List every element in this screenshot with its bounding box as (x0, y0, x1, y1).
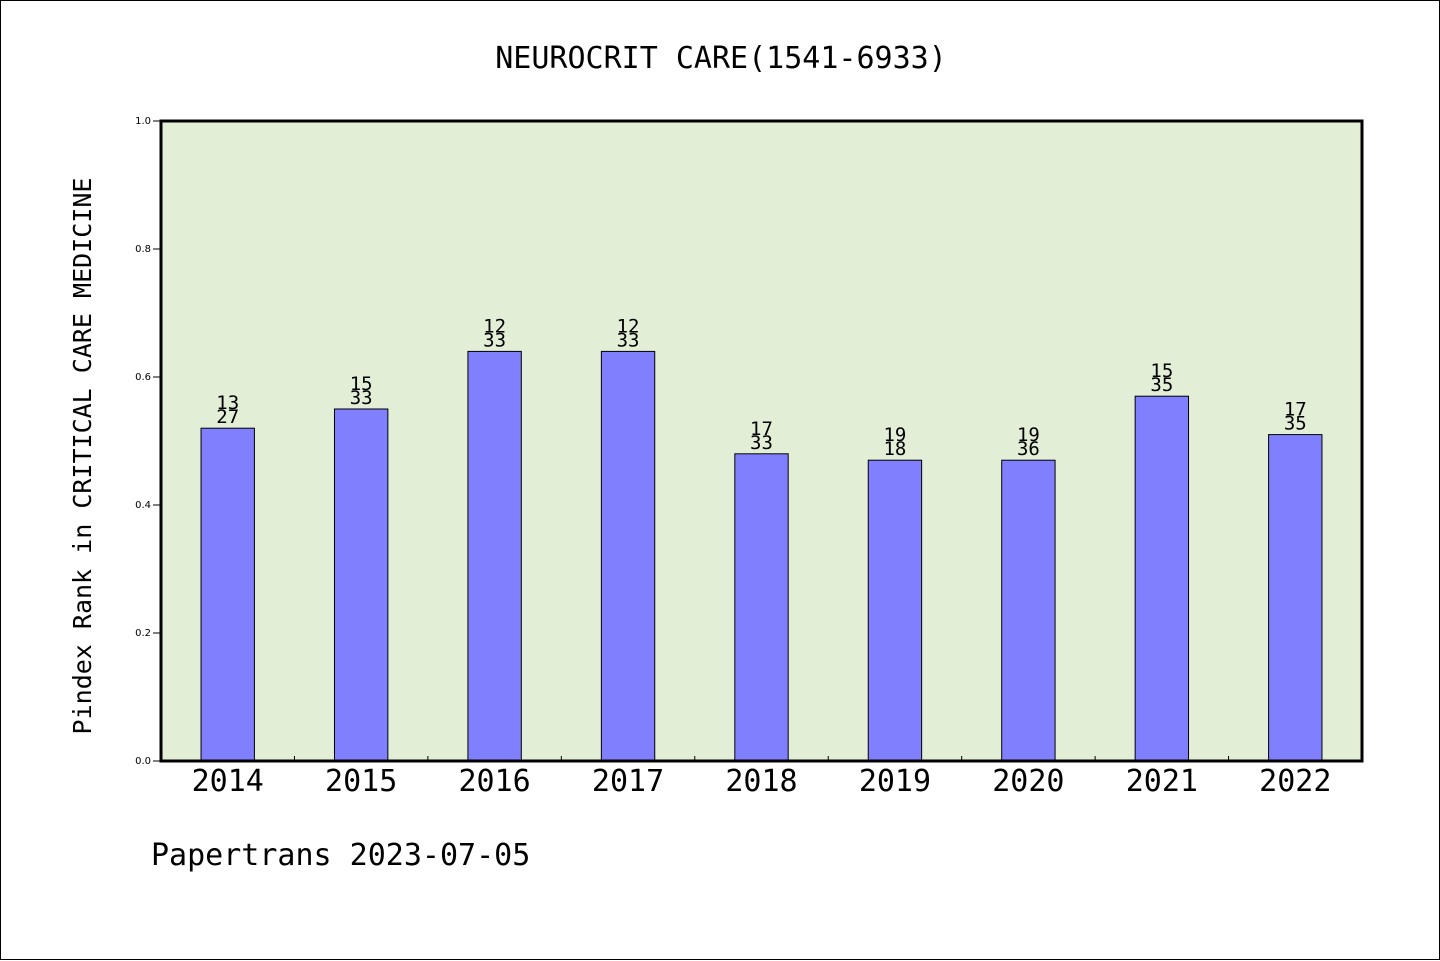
x-tick-label: 2016 (458, 764, 530, 799)
x-tick-label: 2017 (592, 764, 664, 799)
y-axis-label: Pindex Rank in CRITICAL CARE MEDICINE (68, 178, 97, 735)
bar (867, 459, 923, 762)
plot-border (159, 119, 1364, 763)
bar (734, 453, 789, 762)
x-tick-label: 2015 (325, 764, 397, 799)
bar (1268, 434, 1323, 762)
y-axis-ticks: 0.0 0.2 0.4 0.6 0.8 1.0 (135, 116, 161, 767)
x-tick-label: 2018 (725, 764, 797, 799)
bar-label-bottom: 35 (1150, 374, 1173, 396)
bar-label-top: 15 (1150, 360, 1173, 382)
y-tick-label: 0.0 (135, 756, 151, 767)
y-tick-label: 0.6 (135, 372, 151, 383)
bar-label-top: 12 (483, 315, 506, 337)
y-tick-label: 0.4 (135, 500, 151, 511)
y-tick-label: 1.0 (135, 116, 151, 127)
x-tick-label: 2020 (992, 764, 1064, 799)
x-tick-label: 2019 (859, 764, 931, 799)
bar-label-bottom: 33 (750, 432, 773, 454)
x-tick-label: 2014 (192, 764, 264, 799)
bar (1001, 459, 1056, 762)
bar-label-top: 19 (883, 424, 906, 446)
bar-label-bottom: 33 (350, 387, 373, 409)
bar-label-bottom: 33 (483, 329, 506, 351)
chart-title: NEUROCRIT CARE(1541-6933) (495, 41, 947, 76)
bar (1134, 395, 1190, 762)
bar-label-top: 13 (216, 392, 239, 414)
bar-label-bottom: 27 (216, 406, 239, 428)
bar (600, 350, 656, 762)
bar (200, 427, 255, 762)
bar-label-top: 15 (350, 373, 373, 395)
bar-label-top: 12 (617, 315, 640, 337)
y-tick-label: 0.8 (135, 244, 151, 255)
bar-label-top: 17 (750, 418, 773, 440)
bar-label-bottom: 33 (617, 329, 640, 351)
bar-label-bottom: 35 (1284, 413, 1307, 435)
bar-label-bottom: 36 (1017, 438, 1040, 460)
x-axis-ticks: 2014 2015 2016 2017 2018 2019 2020 2021 2022 (192, 756, 1331, 799)
bar-label-top: 19 (1017, 424, 1040, 446)
y-tick-label: 0.2 (135, 628, 151, 639)
bar-label-top: 17 (1284, 399, 1307, 421)
bar-label-bottom: 18 (883, 438, 906, 460)
footer-text: Papertrans 2023-07-05 (151, 838, 530, 873)
bar (467, 350, 522, 762)
x-tick-label: 2022 (1259, 764, 1331, 799)
bar (333, 408, 389, 762)
x-tick-label: 2021 (1126, 764, 1198, 799)
